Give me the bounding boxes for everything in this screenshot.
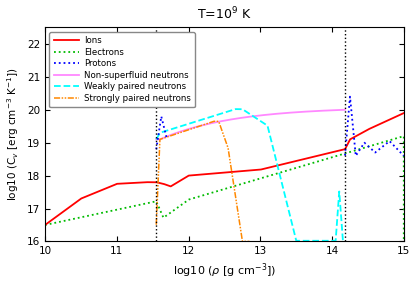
Protons <box>382 143 387 146</box>
Electrons <box>64 219 69 222</box>
Ions <box>64 208 69 211</box>
Line: Electrons: Electrons <box>45 136 404 286</box>
Ions <box>113 183 118 186</box>
Protons <box>401 154 406 158</box>
Ions <box>57 212 62 216</box>
Electrons <box>401 134 406 138</box>
Legend: Ions, Electrons, Protons, Non-superfluid neutrons, Weakly paired neutrons, Stron: Ions, Electrons, Protons, Non-superfluid… <box>50 32 195 107</box>
Ions <box>401 111 406 115</box>
Ions <box>42 223 47 227</box>
Electrons <box>218 188 223 192</box>
Electrons <box>113 208 118 212</box>
Line: Protons: Protons <box>156 97 404 156</box>
Non-superfluid neutrons <box>218 120 223 123</box>
Electrons <box>44 223 49 226</box>
Weakly paired neutrons <box>218 112 223 116</box>
Y-axis label: log10 (C$_v$ [erg cm$^{-3}$ K$^{-1}$]): log10 (C$_v$ [erg cm$^{-3}$ K$^{-1}$]) <box>5 68 21 201</box>
Electrons <box>42 223 47 227</box>
Electrons <box>57 220 62 224</box>
Ions <box>218 171 223 175</box>
Ions <box>44 222 49 225</box>
Line: Non-superfluid neutrons: Non-superfluid neutrons <box>156 110 345 139</box>
Ions <box>382 120 387 124</box>
Line: Weakly paired neutrons: Weakly paired neutrons <box>156 109 345 241</box>
X-axis label: log10 ($\rho$ [g cm$^{-3}$]): log10 ($\rho$ [g cm$^{-3}$]) <box>173 262 276 281</box>
Title: T=10$^9$ K: T=10$^9$ K <box>197 5 252 22</box>
Electrons <box>382 140 387 144</box>
Line: Strongly paired neutrons: Strongly paired neutrons <box>156 121 250 241</box>
Line: Ions: Ions <box>45 113 404 225</box>
Strongly paired neutrons <box>218 124 223 128</box>
